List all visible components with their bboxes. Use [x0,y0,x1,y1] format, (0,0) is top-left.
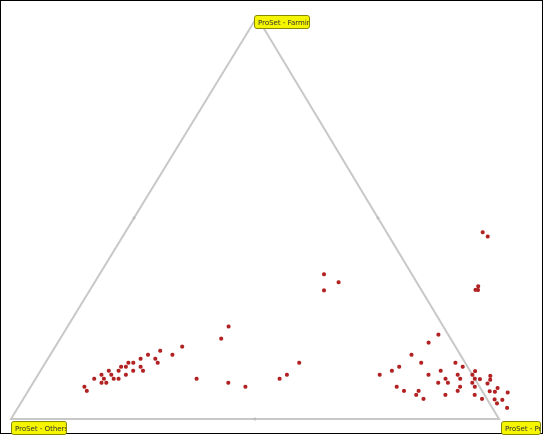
data-point-44 [397,364,402,369]
data-point-45 [377,372,382,377]
data-point-84 [500,397,505,402]
data-point-52 [438,368,443,373]
axis-tick-0 [132,216,136,220]
data-point-40 [297,360,302,365]
data-point-12 [104,380,109,385]
data-point-16 [123,372,128,377]
axis-tick-2 [253,417,257,421]
data-point-68 [485,381,490,386]
data-point-10 [92,376,97,381]
data-point-13 [101,376,106,381]
data-point-49 [402,388,406,393]
data-point-55 [436,380,441,385]
data-point-17 [116,368,121,373]
data-point-31 [82,384,87,389]
data-point-69 [505,390,510,395]
data-point-54 [443,376,448,381]
data-point-15 [109,372,114,377]
data-point-63 [455,372,460,377]
data-point-39 [243,384,248,389]
data-point-34 [180,344,185,349]
data-point-60 [472,376,477,381]
data-point-78 [414,392,419,397]
left-axis-label: ProSet - Others [11,421,67,435]
data-point-79 [416,388,421,393]
data-point-24 [138,356,143,361]
data-point-72 [492,389,497,394]
data-point-32 [84,388,89,393]
data-point-75 [455,388,460,393]
data-point-6 [322,288,326,293]
data-point-5 [322,272,326,277]
data-point-1 [485,234,490,239]
data-point-74 [472,384,477,389]
data-point-50 [394,384,399,389]
data-point-73 [487,389,492,394]
axis-midpoint-ticks [132,216,380,421]
ternary-triangle [9,15,501,420]
data-point-28 [158,348,163,353]
data-point-41 [284,372,289,377]
data-point-65 [473,369,478,374]
data-point-8 [226,324,231,329]
data-point-62 [470,380,475,385]
data-point-57 [458,376,463,381]
data-point-9 [219,336,224,341]
data-point-47 [436,332,441,337]
data-point-20 [119,364,124,369]
data-point-67 [488,377,493,382]
data-point-27 [146,352,150,357]
data-point-21 [138,364,143,369]
data-point-71 [453,360,458,365]
data-point-64 [460,364,465,369]
data-point-19 [141,368,145,373]
data-point-11 [99,380,104,385]
axis-tick-1 [376,216,380,220]
data-point-23 [155,360,160,365]
data-point-46 [426,340,431,345]
data-point-66 [495,386,500,390]
data-point-25 [153,356,158,361]
data-point-51 [419,360,424,365]
data-point-58 [470,372,475,377]
data-point-30 [106,368,111,373]
data-point-59 [477,377,482,382]
data-point-70 [488,373,493,378]
data-point-14 [116,376,121,381]
data-point-0 [480,230,485,235]
data-point-29 [99,372,104,377]
data-point-77 [421,396,426,401]
top-axis-label: ProSet - Farming [254,15,310,29]
data-point-80 [472,392,477,397]
data-point-53 [426,372,431,377]
data-point-61 [458,384,463,389]
data-point-26 [170,352,175,357]
data-point-81 [480,396,484,401]
data-point-4 [473,287,478,292]
data-point-37 [194,376,199,381]
data-point-33 [123,364,128,369]
data-point-43 [389,368,394,373]
data-point-82 [495,401,499,406]
data-point-2 [476,284,481,289]
data-point-7 [336,280,341,285]
data-point-36 [111,376,116,381]
data-point-22 [131,360,136,365]
data-point-56 [445,380,450,385]
data-point-18 [131,368,136,373]
right-axis-label: ProSet - Pred [501,421,541,435]
data-point-83 [505,405,510,410]
data-point-42 [277,376,282,381]
data-point-38 [226,380,231,385]
data-points [82,230,510,410]
data-point-35 [126,360,131,365]
data-point-76 [443,392,448,397]
data-point-85 [492,397,497,402]
data-point-48 [409,352,414,357]
